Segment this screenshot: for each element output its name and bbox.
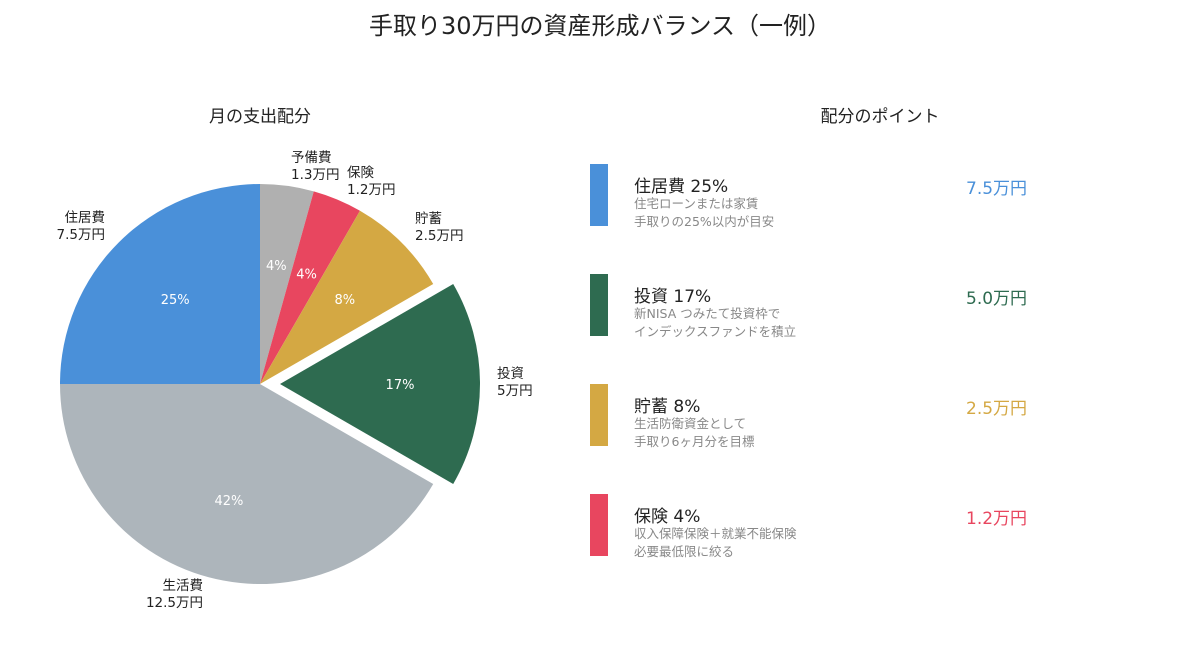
point-heading: 住居費 25% xyxy=(634,177,729,197)
point-heading: 保険 4% xyxy=(634,507,701,527)
color-bar xyxy=(590,274,608,336)
pie-slice-1 xyxy=(260,191,360,384)
pie-title: 月の支出配分 xyxy=(209,107,311,127)
slice-value-label: 5万円 xyxy=(497,383,533,399)
point-desc-1: 新NISA つみたて投資枠で xyxy=(634,306,781,321)
point-desc-2: 手取りの25%以内が目安 xyxy=(634,214,775,229)
slice-name-label: 生活費 xyxy=(163,578,204,594)
pct-label: 25% xyxy=(161,293,190,308)
slice-name-label: 住居費 xyxy=(65,210,106,226)
point-desc-2: インデックスファンドを積立 xyxy=(634,324,797,339)
point-desc-1: 住宅ローンまたは家賃 xyxy=(634,196,759,211)
color-bar xyxy=(590,164,608,226)
slice-name-label: 投資 xyxy=(497,366,524,382)
pie-slice-5 xyxy=(60,184,260,384)
slice-name-label: 貯蓄 xyxy=(415,211,442,227)
figure-title: 手取り30万円の資産形成バランス（一例） xyxy=(368,12,832,40)
pct-label: 8% xyxy=(335,293,356,308)
slice-value-label: 2.5万円 xyxy=(415,228,463,244)
point-amount: 1.2万円 xyxy=(966,509,1028,529)
point-card-savings: 貯蓄 8% 生活防衛資金として 手取り6ヶ月分を目標 2.5万円 xyxy=(590,384,1050,449)
point-amount: 2.5万円 xyxy=(966,399,1028,419)
slice-name-label: 予備費 xyxy=(291,150,332,166)
point-card-housing: 住居費 25% 住宅ローンまたは家賃 手取りの25%以内が目安 7.5万円 xyxy=(590,164,1050,229)
point-amount: 5.0万円 xyxy=(966,289,1028,309)
point-amount: 7.5万円 xyxy=(966,179,1028,199)
pct-label: 42% xyxy=(214,494,243,509)
pie-slice-0 xyxy=(260,184,314,384)
point-desc-2: 必要最低限に絞る xyxy=(634,544,735,559)
pct-label: 4% xyxy=(266,259,287,274)
point-heading: 貯蓄 8% xyxy=(634,397,701,417)
pie-slice-2 xyxy=(260,210,434,384)
slice-value-label: 7.5万円 xyxy=(57,227,105,243)
point-card-insurance: 保険 4% 収入保障保険＋就業不能保険 必要最低限に絞る 1.2万円 xyxy=(590,494,1050,559)
points-title: 配分のポイント xyxy=(820,107,940,127)
point-desc-2: 手取り6ヶ月分を目標 xyxy=(634,434,755,449)
pct-label: 17% xyxy=(386,378,415,393)
color-bar xyxy=(590,384,608,446)
point-desc-1: 生活防衛資金として xyxy=(634,416,747,431)
slice-value-label: 1.3万円 xyxy=(291,167,339,183)
point-desc-1: 収入保障保険＋就業不能保険 xyxy=(634,526,797,541)
pie-slice-4 xyxy=(60,384,434,584)
point-card-investment: 投資 17% 新NISA つみたて投資枠で インデックスファンドを積立 5.0万… xyxy=(590,274,1050,339)
color-bar xyxy=(590,494,608,556)
slice-name-label: 保険 xyxy=(347,165,374,181)
slice-value-label: 1.2万円 xyxy=(347,182,395,198)
pie-slice-3 xyxy=(280,284,480,484)
slice-value-label: 12.5万円 xyxy=(146,595,203,611)
point-heading: 投資 17% xyxy=(634,287,712,307)
pct-label: 4% xyxy=(296,267,317,282)
